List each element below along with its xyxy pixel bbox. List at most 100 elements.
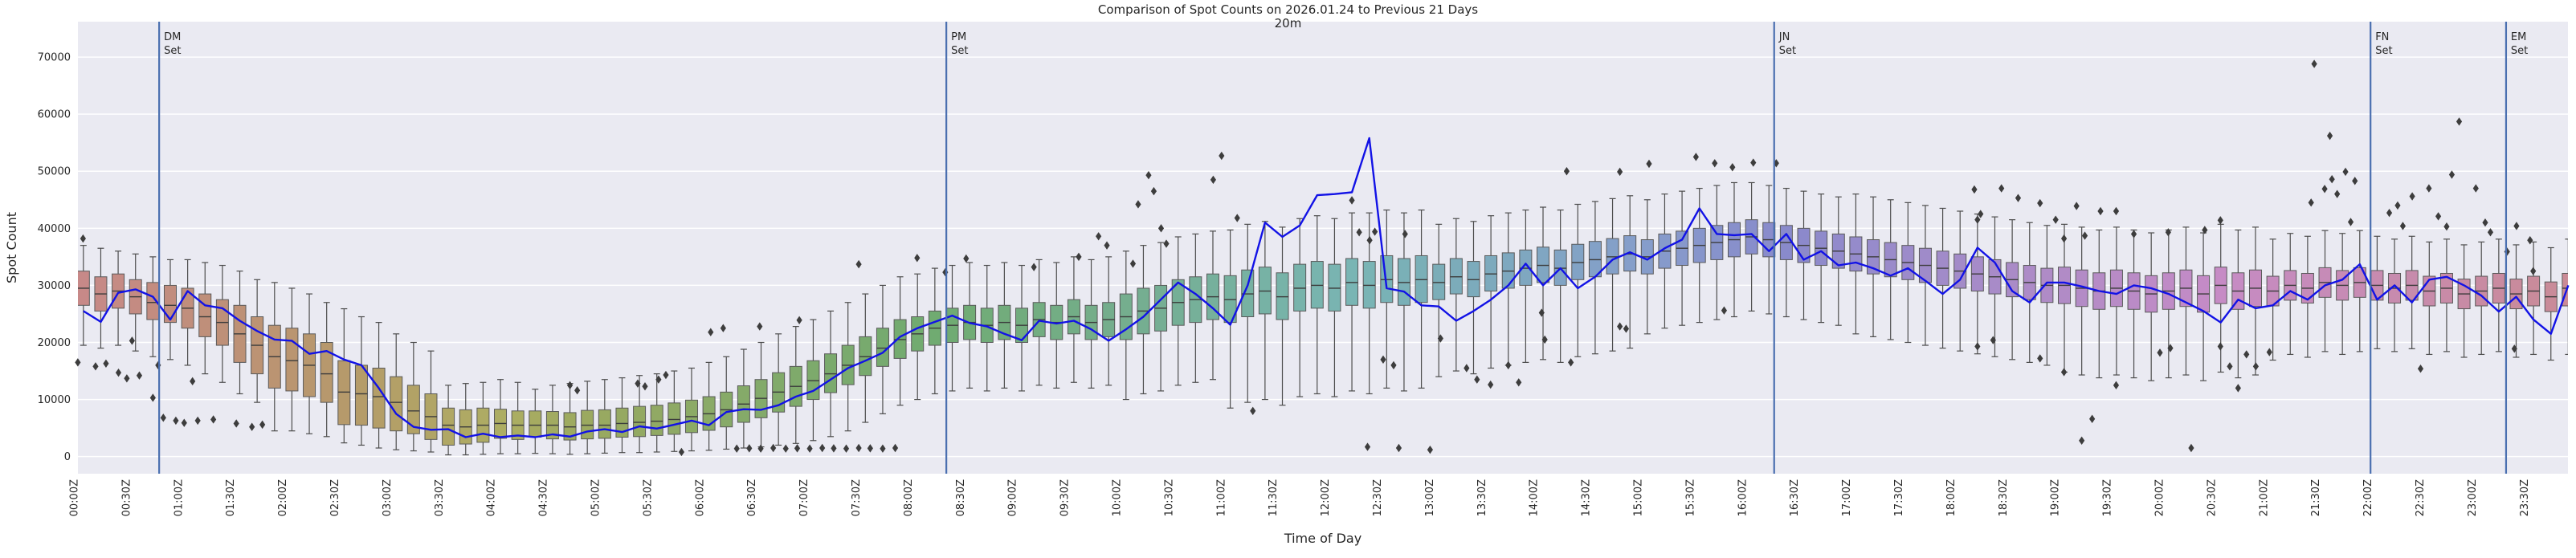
box bbox=[859, 336, 872, 377]
outlier-diamond bbox=[1395, 443, 1402, 453]
outlier-diamond bbox=[160, 413, 166, 422]
box bbox=[1362, 261, 1376, 309]
x-tick-label: 16:00Z bbox=[1737, 479, 1749, 516]
outlier-diamond bbox=[1646, 159, 1652, 169]
x-tick-label: 04:00Z bbox=[486, 479, 498, 516]
x-tick-label: 02:00Z bbox=[277, 479, 289, 516]
outlier-diamond bbox=[2081, 231, 2088, 240]
outlier-diamond bbox=[2394, 201, 2401, 210]
outlier-diamond bbox=[1978, 210, 1984, 218]
x-tick-label: 13:30Z bbox=[1476, 479, 1488, 516]
outlier-diamond bbox=[103, 359, 109, 369]
box bbox=[1432, 263, 1446, 300]
outlier-diamond bbox=[2308, 198, 2314, 207]
outlier-diamond bbox=[2202, 226, 2208, 234]
x-tick-label: 03:30Z bbox=[434, 479, 446, 516]
outlier-diamond bbox=[819, 443, 826, 453]
x-tick-label: 00:30Z bbox=[120, 479, 133, 516]
box bbox=[1501, 252, 1515, 289]
y-tick-label: 60000 bbox=[38, 109, 71, 121]
box bbox=[390, 376, 403, 432]
outlier-diamond bbox=[1712, 159, 1718, 168]
outlier-diamond bbox=[1157, 224, 1165, 233]
box bbox=[1606, 238, 1619, 275]
outlier-diamond bbox=[2311, 59, 2317, 68]
outlier-diamond bbox=[190, 377, 196, 386]
outlier-diamond bbox=[1076, 252, 1082, 262]
box bbox=[667, 402, 681, 435]
outlier-diamond bbox=[1390, 360, 1397, 370]
x-tick-label: 22:30Z bbox=[2415, 479, 2427, 516]
outlier-diamond bbox=[2157, 348, 2163, 357]
outlier-diamond bbox=[1617, 322, 1623, 331]
x-tick-label: 09:30Z bbox=[1059, 479, 1072, 516]
outlier-diamond bbox=[2342, 167, 2349, 177]
outlier-diamond bbox=[2165, 228, 2171, 237]
sunset-label: PM bbox=[951, 31, 966, 43]
box bbox=[1345, 258, 1359, 306]
x-tick-label: 06:30Z bbox=[746, 479, 758, 516]
x-tick-label: 04:30Z bbox=[538, 479, 550, 516]
box bbox=[893, 319, 907, 359]
x-tick-label: 10:00Z bbox=[1112, 479, 1124, 516]
outlier-diamond bbox=[1219, 151, 1225, 161]
outlier-diamond bbox=[855, 443, 862, 453]
outlier-diamond bbox=[663, 370, 669, 380]
outlier-diamond bbox=[1974, 342, 1981, 351]
outlier-diamond bbox=[867, 444, 873, 453]
box bbox=[354, 365, 368, 426]
outlier-diamond bbox=[2487, 228, 2494, 237]
outlier-diamond bbox=[831, 444, 837, 453]
x-tick-label: 05:00Z bbox=[590, 479, 602, 516]
box bbox=[1328, 263, 1341, 312]
x-tick-label: 09:00Z bbox=[1007, 479, 1019, 516]
outlier-diamond bbox=[770, 443, 777, 453]
outlier-diamond bbox=[1145, 171, 1152, 180]
sunset-label: Set bbox=[164, 45, 181, 57]
y-tick-label: 70000 bbox=[38, 52, 71, 64]
x-tick-label: 06:00Z bbox=[694, 479, 706, 516]
box bbox=[337, 360, 351, 426]
x-tick-label: 07:30Z bbox=[851, 479, 863, 516]
outlier-diamond bbox=[2227, 362, 2233, 371]
outlier-diamond bbox=[2399, 222, 2407, 230]
x-tick-labels: 00:00Z 00:30Z 01:00Z 01:30Z 02:00Z 02:30Z 03:0… bbox=[69, 479, 2531, 516]
box bbox=[581, 409, 594, 440]
plot-area bbox=[78, 22, 2568, 474]
box bbox=[650, 405, 663, 436]
x-tick-label: 15:00Z bbox=[1633, 479, 1645, 516]
outlier-diamond bbox=[129, 336, 135, 345]
outlier-diamond bbox=[136, 371, 143, 380]
x-tick-label: 12:30Z bbox=[1372, 479, 1384, 516]
outlier-diamond bbox=[92, 362, 99, 371]
outlier-diamond bbox=[1750, 158, 1757, 167]
outlier-diamond bbox=[124, 374, 130, 383]
x-tick-label: 08:00Z bbox=[903, 479, 915, 516]
box bbox=[563, 412, 577, 441]
outlier-diamond bbox=[566, 381, 574, 390]
outlier-diamond bbox=[1488, 380, 1494, 389]
outlier-diamond bbox=[1721, 306, 1728, 315]
box bbox=[1293, 263, 1307, 312]
outlier-diamond bbox=[1516, 378, 1522, 387]
outlier-diamond bbox=[1692, 153, 1699, 161]
box bbox=[1276, 272, 1289, 320]
outlier-diamond bbox=[173, 416, 179, 426]
box bbox=[598, 409, 611, 439]
x-tick-label: 23:00Z bbox=[2467, 479, 2479, 516]
outlier-diamond bbox=[1366, 236, 1373, 245]
outlier-diamond bbox=[2060, 234, 2068, 243]
outlier-diamond bbox=[642, 382, 648, 391]
outlier-diamond bbox=[1031, 263, 1037, 271]
box bbox=[1449, 258, 1463, 295]
outlier-diamond bbox=[2329, 174, 2335, 184]
sunset-label: Set bbox=[951, 45, 968, 57]
box bbox=[1310, 261, 1324, 309]
x-tick-label: 19:00Z bbox=[2050, 479, 2062, 516]
outlier-diamond bbox=[210, 415, 217, 424]
outlier-diamond bbox=[1505, 360, 1512, 370]
boxplots bbox=[78, 181, 2568, 456]
outlier-diamond bbox=[843, 444, 850, 453]
